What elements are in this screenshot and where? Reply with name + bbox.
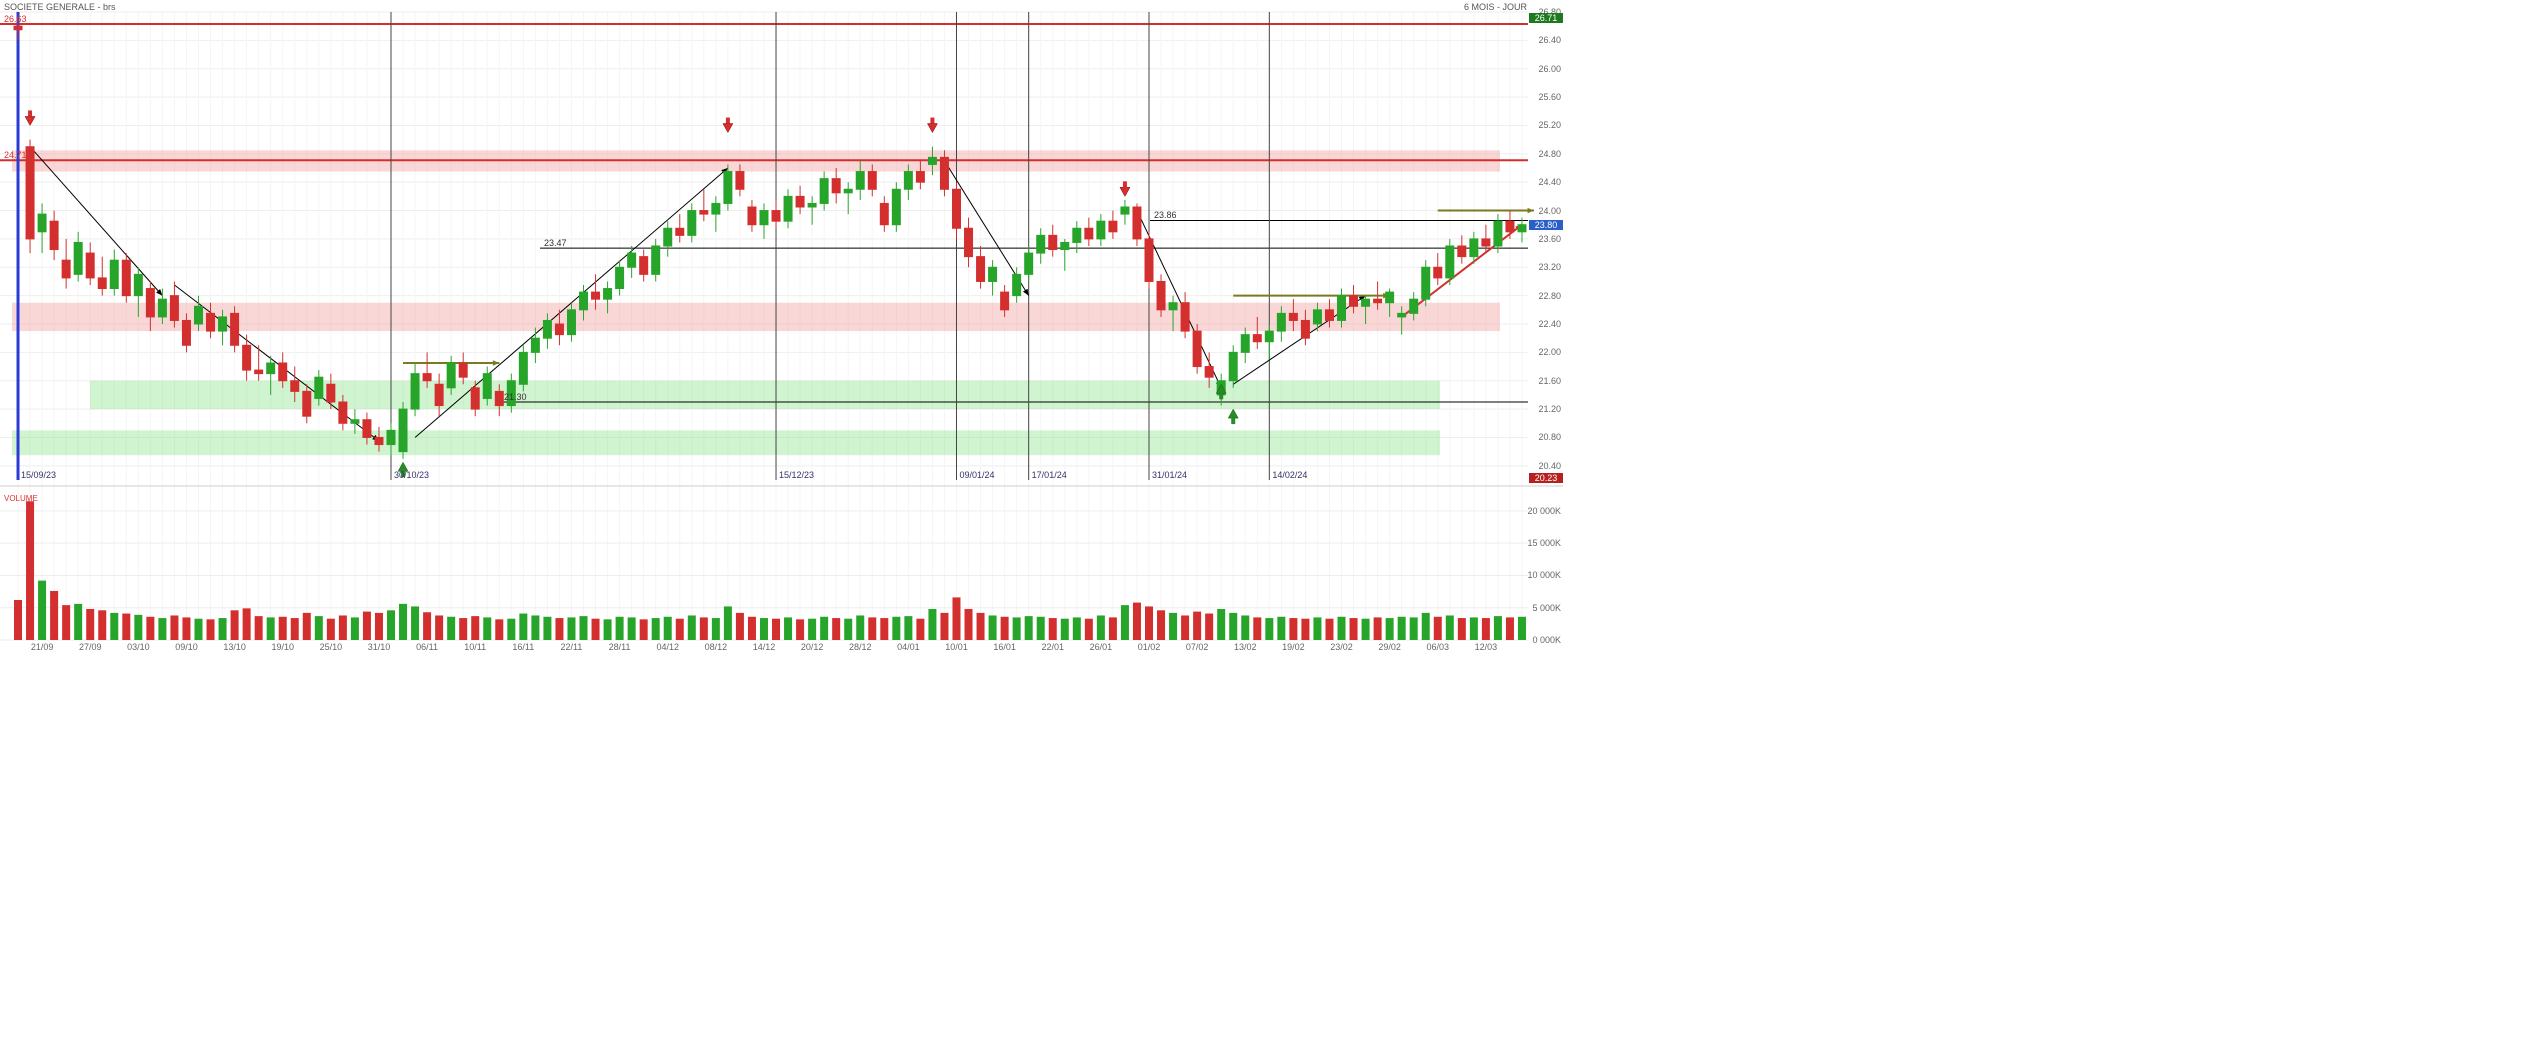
y-tick-label: 21.60 (1531, 376, 1561, 386)
volume-title: VOLUME (4, 494, 38, 503)
y-tick-label: 24.00 (1531, 206, 1561, 216)
hline-label: 24.71 (4, 150, 27, 160)
event-date-label: 17/01/24 (1032, 470, 1067, 480)
y-tick-label: 24.40 (1531, 177, 1561, 187)
price-chart: SOCIETE GENERALE - brs 6 MOIS - JOUR 20.… (0, 0, 1563, 650)
event-date-label: 14/02/24 (1272, 470, 1307, 480)
y-tick-label: 20.40 (1531, 461, 1561, 471)
volume-tick-label: 10 000K (1523, 570, 1561, 580)
y-tick-label: 24.80 (1531, 149, 1561, 159)
y-tick-label: 26.00 (1531, 64, 1561, 74)
price-badge: 26.71 (1529, 13, 1563, 23)
chart-canvas (0, 0, 1563, 650)
volume-tick-label: 15 000K (1523, 538, 1561, 548)
y-tick-label: 20.80 (1531, 432, 1561, 442)
hline-label: 21.30 (504, 392, 527, 402)
event-date-label: 09/01/24 (959, 470, 994, 480)
y-tick-label: 22.00 (1531, 347, 1561, 357)
event-date-label: 15/12/23 (779, 470, 814, 480)
y-tick-label: 25.60 (1531, 92, 1561, 102)
event-date-label: 15/09/23 (21, 470, 56, 480)
y-tick-label: 21.20 (1531, 404, 1561, 414)
y-tick-label: 26.40 (1531, 35, 1561, 45)
hline-label: 23.86 (1154, 210, 1177, 220)
y-tick-label: 23.60 (1531, 234, 1561, 244)
chart-title-left: SOCIETE GENERALE - brs (4, 2, 116, 12)
chart-title-right: 6 MOIS - JOUR (1464, 2, 1527, 12)
volume-tick-label: 20 000K (1523, 506, 1561, 516)
price-badge: 23.80 (1529, 220, 1563, 230)
event-date-label: 31/01/24 (1152, 470, 1187, 480)
y-tick-label: 23.20 (1531, 262, 1561, 272)
hline-label: 23.47 (544, 238, 567, 248)
volume-tick-label: 5 000K (1523, 603, 1561, 613)
price-badge: 20.23 (1529, 473, 1563, 483)
event-date-label: 30/10/23 (394, 470, 429, 480)
y-tick-label: 22.80 (1531, 291, 1561, 301)
y-tick-label: 22.40 (1531, 319, 1561, 329)
hline-label: 26.63 (4, 14, 27, 24)
volume-tick-label: 0 000K (1523, 635, 1561, 645)
y-tick-label: 25.20 (1531, 120, 1561, 130)
